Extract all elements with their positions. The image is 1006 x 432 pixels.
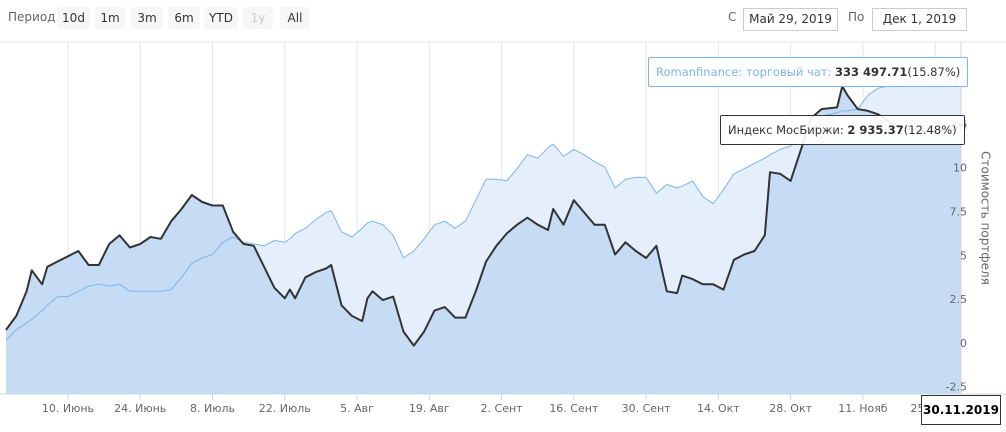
x-tick-label: 28. Окт xyxy=(769,402,812,415)
to-input[interactable]: Дек 1, 2019 xyxy=(872,8,967,31)
area-fill xyxy=(6,86,961,395)
y-tick-label: 7.5 xyxy=(950,205,968,218)
range-button: 1y xyxy=(243,7,273,29)
date-badge: 30.11.2019 xyxy=(921,395,1001,425)
y-tick-label: -2.5 xyxy=(946,381,967,394)
period-label: Период xyxy=(8,10,56,24)
to-label: По xyxy=(848,10,865,24)
x-tick-label: 14. Окт xyxy=(697,402,740,415)
x-tick-label: 30. Сент xyxy=(622,402,672,415)
tooltip-amount: 333 497.71 xyxy=(835,65,908,79)
tooltip-series: Индекс МосБиржи xyxy=(728,123,847,137)
range-button[interactable]: 10d xyxy=(57,7,90,29)
tooltip-amount: 2 935.37 xyxy=(847,123,904,137)
from-label: С xyxy=(728,10,737,24)
tooltip-change: (15.87%) xyxy=(907,65,961,79)
series-line xyxy=(5,85,962,347)
from-input[interactable]: Май 29, 2019 xyxy=(743,8,838,31)
x-tick-label: 10. Июнь xyxy=(42,402,94,415)
range-button[interactable]: 3m xyxy=(131,7,163,29)
range-button[interactable]: All xyxy=(280,7,310,29)
x-tick-label: 8. Июль xyxy=(190,402,235,415)
range-button[interactable]: 6m xyxy=(168,7,200,29)
x-tick-label: 11. Нояб xyxy=(838,402,888,415)
y-axis-title: Стоимость портфеля xyxy=(979,151,993,285)
x-tick-label: 19. Авг xyxy=(409,402,450,415)
y-tick-label: 0 xyxy=(960,337,967,350)
range-button[interactable]: 1m xyxy=(95,7,125,29)
range-button[interactable]: YTD xyxy=(204,7,238,29)
x-tick-label: 24. Июнь xyxy=(114,402,166,415)
y-tick-label: 5 xyxy=(960,249,967,262)
x-tick-label: 5. Авг xyxy=(340,402,374,415)
tooltip-series: Romanfinance: торговый чат xyxy=(656,65,835,79)
series-line xyxy=(5,65,962,341)
y-tick-label: 2.5 xyxy=(950,293,968,306)
x-tick-label: 22. Июль xyxy=(259,402,311,415)
y-tick-label: 10 xyxy=(953,162,967,175)
tooltip: Индекс МосБиржи2 935.37(12.48%) xyxy=(720,115,965,145)
tooltip: Romanfinance: торговый чат333 497.71(15.… xyxy=(648,57,969,87)
x-tick-label: 16. Сент xyxy=(549,402,599,415)
tooltip-change: (12.48%) xyxy=(903,123,957,137)
x-tick-label: 2. Сент xyxy=(481,402,524,415)
